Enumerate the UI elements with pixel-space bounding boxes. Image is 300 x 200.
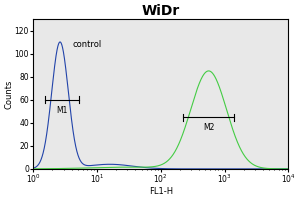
Text: control: control	[73, 40, 102, 49]
Text: M1: M1	[56, 106, 68, 115]
Y-axis label: Counts: Counts	[4, 79, 13, 109]
Title: WiDr: WiDr	[142, 4, 180, 18]
Text: M2: M2	[203, 123, 214, 132]
X-axis label: FL1-H: FL1-H	[149, 187, 173, 196]
